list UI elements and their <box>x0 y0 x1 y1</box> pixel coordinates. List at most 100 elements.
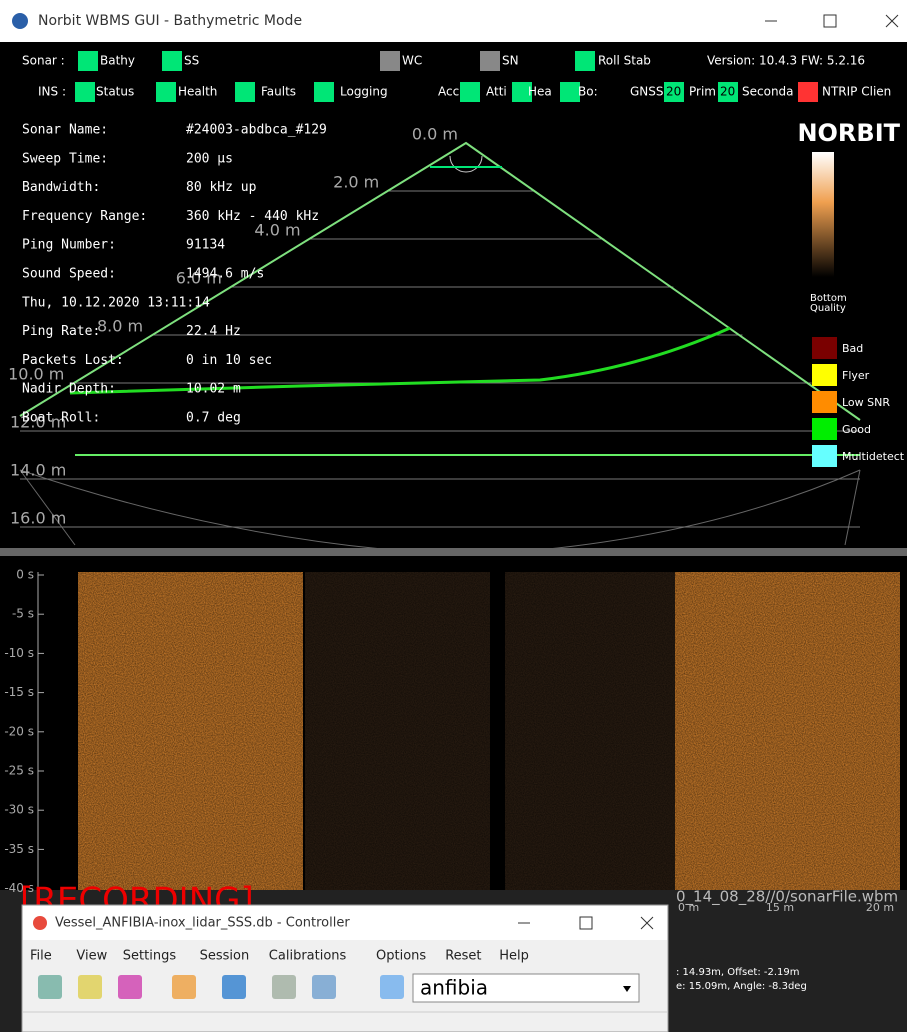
sidescan-texture <box>675 572 900 890</box>
controller-title: Vessel_ANFIBIA-inox_lidar_SSS.db - Contr… <box>55 916 350 931</box>
time-tick-label: -15 s <box>4 685 34 699</box>
status-indicator <box>162 51 182 71</box>
info-key: Sweep Time: <box>22 151 108 166</box>
info-key: Ping Rate: <box>22 324 100 339</box>
ins-item: Bo: <box>578 85 598 99</box>
time-tick-label: -25 s <box>4 764 34 778</box>
toolbar-button[interactable] <box>38 975 62 999</box>
time-tick-label: -5 s <box>12 607 34 621</box>
quality-title: Quality <box>810 303 846 314</box>
range-label: 14.0 m <box>10 461 66 480</box>
toolbar-button[interactable] <box>380 975 404 999</box>
ins-indicator <box>156 82 176 102</box>
status-label: Bathy <box>100 54 135 68</box>
status-label: SN <box>502 54 519 68</box>
menu-item[interactable]: File <box>30 949 52 964</box>
status-text: : 14.93m, Offset: -2.19m <box>676 967 799 978</box>
quality-swatch <box>812 445 837 467</box>
ins-item: NTRIP Clien <box>822 85 891 99</box>
ins-indicator <box>314 82 334 102</box>
toolbar-button[interactable] <box>78 975 102 999</box>
info-key: Nadir Depth: <box>22 382 116 397</box>
info-value: 1494.6 m/s <box>186 267 264 282</box>
ins-indicator <box>560 82 580 102</box>
quality-swatch <box>812 364 837 386</box>
time-tick-label: -35 s <box>4 842 34 856</box>
toolbar-button[interactable] <box>118 975 142 999</box>
info-key: Ping Number: <box>22 238 116 253</box>
screen: Norbit WBMS GUI - Bathymetric Mode Sonar… <box>0 0 907 1032</box>
info-value: 0.7 deg <box>186 411 241 426</box>
info-value: 10.02 m <box>186 382 241 397</box>
info-key: Frequency Range: <box>22 209 147 224</box>
toolbar-button[interactable] <box>172 975 196 999</box>
ins-indicator <box>235 82 255 102</box>
range-label: 2.0 m <box>333 173 379 192</box>
logo: NORBIT <box>797 119 900 147</box>
status-label: WC <box>402 54 422 68</box>
quality-label: Bad <box>842 342 863 355</box>
sidescan-texture <box>505 572 675 890</box>
info-value: 80 kHz up <box>186 180 257 195</box>
range-tick-label: 0 m <box>678 901 699 914</box>
info-value: 0 in 10 sec <box>186 353 272 368</box>
range-label: 0.0 m <box>412 125 458 144</box>
ins-count: 20 <box>720 85 735 99</box>
quality-label: Flyer <box>842 369 870 382</box>
ins-indicator <box>460 82 480 102</box>
info-key: Bandwidth: <box>22 180 100 195</box>
toolbar-button[interactable] <box>312 975 336 999</box>
quality-label: Good <box>842 423 871 436</box>
menu-item[interactable]: Settings <box>123 949 177 964</box>
version: Version: 10.4.3 FW: 5.2.16 <box>707 54 865 68</box>
menu-item[interactable]: Help <box>499 949 529 964</box>
ins-indicator <box>798 82 818 102</box>
status-indicator <box>480 51 500 71</box>
info-value: #24003-abdbca_#129 <box>186 123 327 138</box>
toolbar-button[interactable] <box>272 975 296 999</box>
range-tick-label: 15 m <box>766 901 794 914</box>
sonar-label: Sonar : <box>22 54 65 68</box>
time-tick-label: 0 s <box>16 568 34 582</box>
info-key: Sonar Name: <box>22 123 108 138</box>
toolbar-button[interactable] <box>222 975 246 999</box>
ins-count: 20 <box>666 85 681 99</box>
quality-label: Multidetect <box>842 450 905 463</box>
info-key: Sound Speed: <box>22 267 116 282</box>
ins-item: Atti <box>486 85 507 99</box>
time-tick-label: -30 s <box>4 803 34 817</box>
info-value: 200 µs <box>186 151 233 166</box>
info-value: 22.4 Hz <box>186 324 241 339</box>
ins-item: Health <box>178 85 217 99</box>
page: Norbit WBMS GUI - Bathymetric Mode Sonar… <box>0 0 907 1032</box>
vessel-name: anfibia <box>420 976 488 1000</box>
info-value: 91134 <box>186 238 225 253</box>
range-label: 8.0 m <box>97 317 143 336</box>
ins-item: Status <box>96 85 134 99</box>
menu-item[interactable]: Session <box>200 949 250 964</box>
status-text: e: 15.09m, Angle: -8.3deg <box>676 981 807 992</box>
controller-icon <box>33 916 47 930</box>
menu-item[interactable]: Reset <box>445 949 481 964</box>
status-indicator <box>575 51 595 71</box>
range-label: 16.0 m <box>10 509 66 528</box>
menu-item[interactable]: Calibrations <box>269 949 347 964</box>
sidescan-texture <box>305 572 490 890</box>
menu-item[interactable]: Options <box>376 949 426 964</box>
window-title: Norbit WBMS GUI - Bathymetric Mode <box>38 13 302 29</box>
sidescan-texture <box>78 572 303 890</box>
info-key: Packets Lost: <box>22 353 124 368</box>
range-tick-label: 20 m <box>866 901 894 914</box>
ins-label: INS : <box>38 85 66 99</box>
status-indicator <box>380 51 400 71</box>
quality-label: Low SNR <box>842 396 890 409</box>
status-indicator <box>78 51 98 71</box>
quality-swatch <box>812 337 837 359</box>
quality-swatch <box>812 391 837 413</box>
ins-item: Logging <box>340 85 388 99</box>
menu-item[interactable]: View <box>76 949 107 964</box>
status-label: Roll Stab <box>598 54 651 68</box>
status-label: SS <box>184 54 199 68</box>
quality-swatch <box>812 418 837 440</box>
ins-item: Acc <box>438 85 459 99</box>
